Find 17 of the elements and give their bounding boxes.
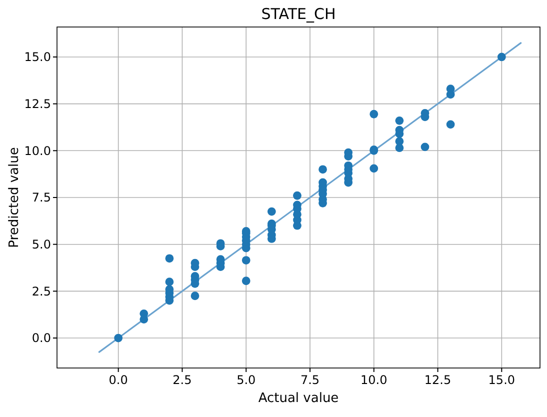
x-tick-label: 7.5 bbox=[300, 373, 320, 387]
y-tick-label: 5.0 bbox=[32, 238, 51, 252]
y-tick-label: 15.0 bbox=[24, 50, 51, 64]
y-tick-label: 10.0 bbox=[24, 144, 51, 158]
x-tick-label: 10.0 bbox=[360, 373, 388, 387]
x-tick-label: 12.5 bbox=[424, 373, 452, 387]
x-axis-title: Actual value bbox=[258, 391, 339, 406]
y-tick-label: 0.0 bbox=[32, 331, 51, 346]
x-tick-label: 2.5 bbox=[172, 373, 192, 387]
y-tick-label: 2.5 bbox=[32, 284, 51, 298]
chart-title: STATE_CH bbox=[261, 5, 336, 23]
x-tick-label: 15.0 bbox=[488, 373, 516, 387]
y-tick-label: 7.5 bbox=[32, 190, 51, 205]
y-axis-title: Predicted value bbox=[7, 147, 22, 248]
y-tick-label: 12.5 bbox=[24, 97, 51, 112]
x-tick-label: 5.0 bbox=[236, 373, 256, 387]
x-tick-label: 0.0 bbox=[108, 373, 128, 387]
